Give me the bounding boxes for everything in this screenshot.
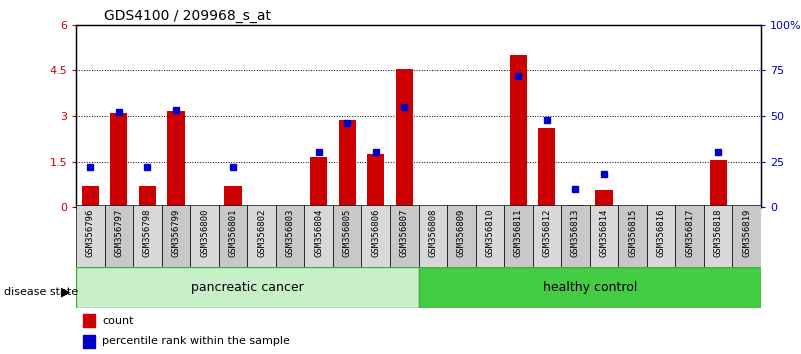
Bar bbox=[590, 205, 618, 267]
Bar bbox=[476, 205, 504, 267]
Bar bbox=[704, 205, 732, 267]
Text: percentile rank within the sample: percentile rank within the sample bbox=[102, 336, 290, 346]
Bar bbox=[82, 186, 99, 207]
Bar bbox=[162, 205, 190, 267]
Text: GSM356796: GSM356796 bbox=[86, 209, 95, 257]
Text: GSM356805: GSM356805 bbox=[343, 209, 352, 257]
Text: GSM356804: GSM356804 bbox=[314, 209, 323, 257]
Bar bbox=[567, 205, 584, 207]
Bar bbox=[219, 205, 248, 267]
Text: GSM356806: GSM356806 bbox=[371, 209, 380, 257]
Text: GSM356799: GSM356799 bbox=[171, 209, 180, 257]
Text: GSM356814: GSM356814 bbox=[599, 209, 609, 257]
Text: GSM356808: GSM356808 bbox=[429, 209, 437, 257]
Text: GDS4100 / 209968_s_at: GDS4100 / 209968_s_at bbox=[104, 9, 271, 23]
Bar bbox=[447, 205, 476, 267]
Bar bbox=[646, 205, 675, 267]
Text: GSM356818: GSM356818 bbox=[714, 209, 723, 257]
Text: GSM356801: GSM356801 bbox=[228, 209, 238, 257]
Bar bbox=[390, 205, 418, 267]
Bar bbox=[133, 205, 162, 267]
Bar bbox=[418, 267, 761, 308]
Bar bbox=[367, 154, 384, 207]
Bar bbox=[111, 113, 127, 207]
Bar bbox=[105, 205, 133, 267]
Text: GSM356812: GSM356812 bbox=[542, 209, 551, 257]
Text: GSM356800: GSM356800 bbox=[200, 209, 209, 257]
Bar bbox=[618, 205, 646, 267]
Bar bbox=[538, 128, 555, 207]
Bar bbox=[76, 267, 418, 308]
Bar bbox=[333, 205, 361, 267]
Text: disease state: disease state bbox=[4, 287, 78, 297]
Bar bbox=[562, 205, 590, 267]
Bar bbox=[191, 205, 219, 267]
Text: GSM356797: GSM356797 bbox=[115, 209, 123, 257]
Text: GSM356811: GSM356811 bbox=[514, 209, 523, 257]
Bar bbox=[509, 55, 527, 207]
Text: GSM356810: GSM356810 bbox=[485, 209, 494, 257]
Text: ▶: ▶ bbox=[61, 286, 70, 298]
Text: GSM356803: GSM356803 bbox=[286, 209, 295, 257]
Bar bbox=[304, 205, 333, 267]
Bar bbox=[310, 157, 327, 207]
Bar bbox=[361, 205, 390, 267]
Bar bbox=[76, 205, 105, 267]
Text: GSM356809: GSM356809 bbox=[457, 209, 466, 257]
Bar bbox=[710, 160, 727, 207]
Text: GSM356813: GSM356813 bbox=[571, 209, 580, 257]
Text: pancreatic cancer: pancreatic cancer bbox=[191, 281, 304, 294]
Bar bbox=[167, 112, 184, 207]
Bar bbox=[139, 186, 156, 207]
Text: GSM356815: GSM356815 bbox=[628, 209, 637, 257]
Text: GSM356807: GSM356807 bbox=[400, 209, 409, 257]
Bar bbox=[83, 314, 95, 327]
Text: GSM356816: GSM356816 bbox=[657, 209, 666, 257]
Text: healthy control: healthy control bbox=[542, 281, 637, 294]
Bar bbox=[396, 69, 413, 207]
Text: GSM356802: GSM356802 bbox=[257, 209, 266, 257]
Bar bbox=[224, 186, 242, 207]
Text: count: count bbox=[102, 316, 134, 326]
Bar bbox=[732, 205, 761, 267]
Bar bbox=[339, 120, 356, 207]
Bar bbox=[276, 205, 304, 267]
Bar bbox=[595, 190, 613, 207]
Text: GSM356798: GSM356798 bbox=[143, 209, 152, 257]
Text: GSM356819: GSM356819 bbox=[743, 209, 751, 257]
Bar bbox=[533, 205, 562, 267]
Bar bbox=[83, 335, 95, 348]
Bar bbox=[248, 205, 276, 267]
Bar bbox=[504, 205, 533, 267]
Bar bbox=[675, 205, 704, 267]
Text: GSM356817: GSM356817 bbox=[685, 209, 694, 257]
Bar bbox=[418, 205, 447, 267]
